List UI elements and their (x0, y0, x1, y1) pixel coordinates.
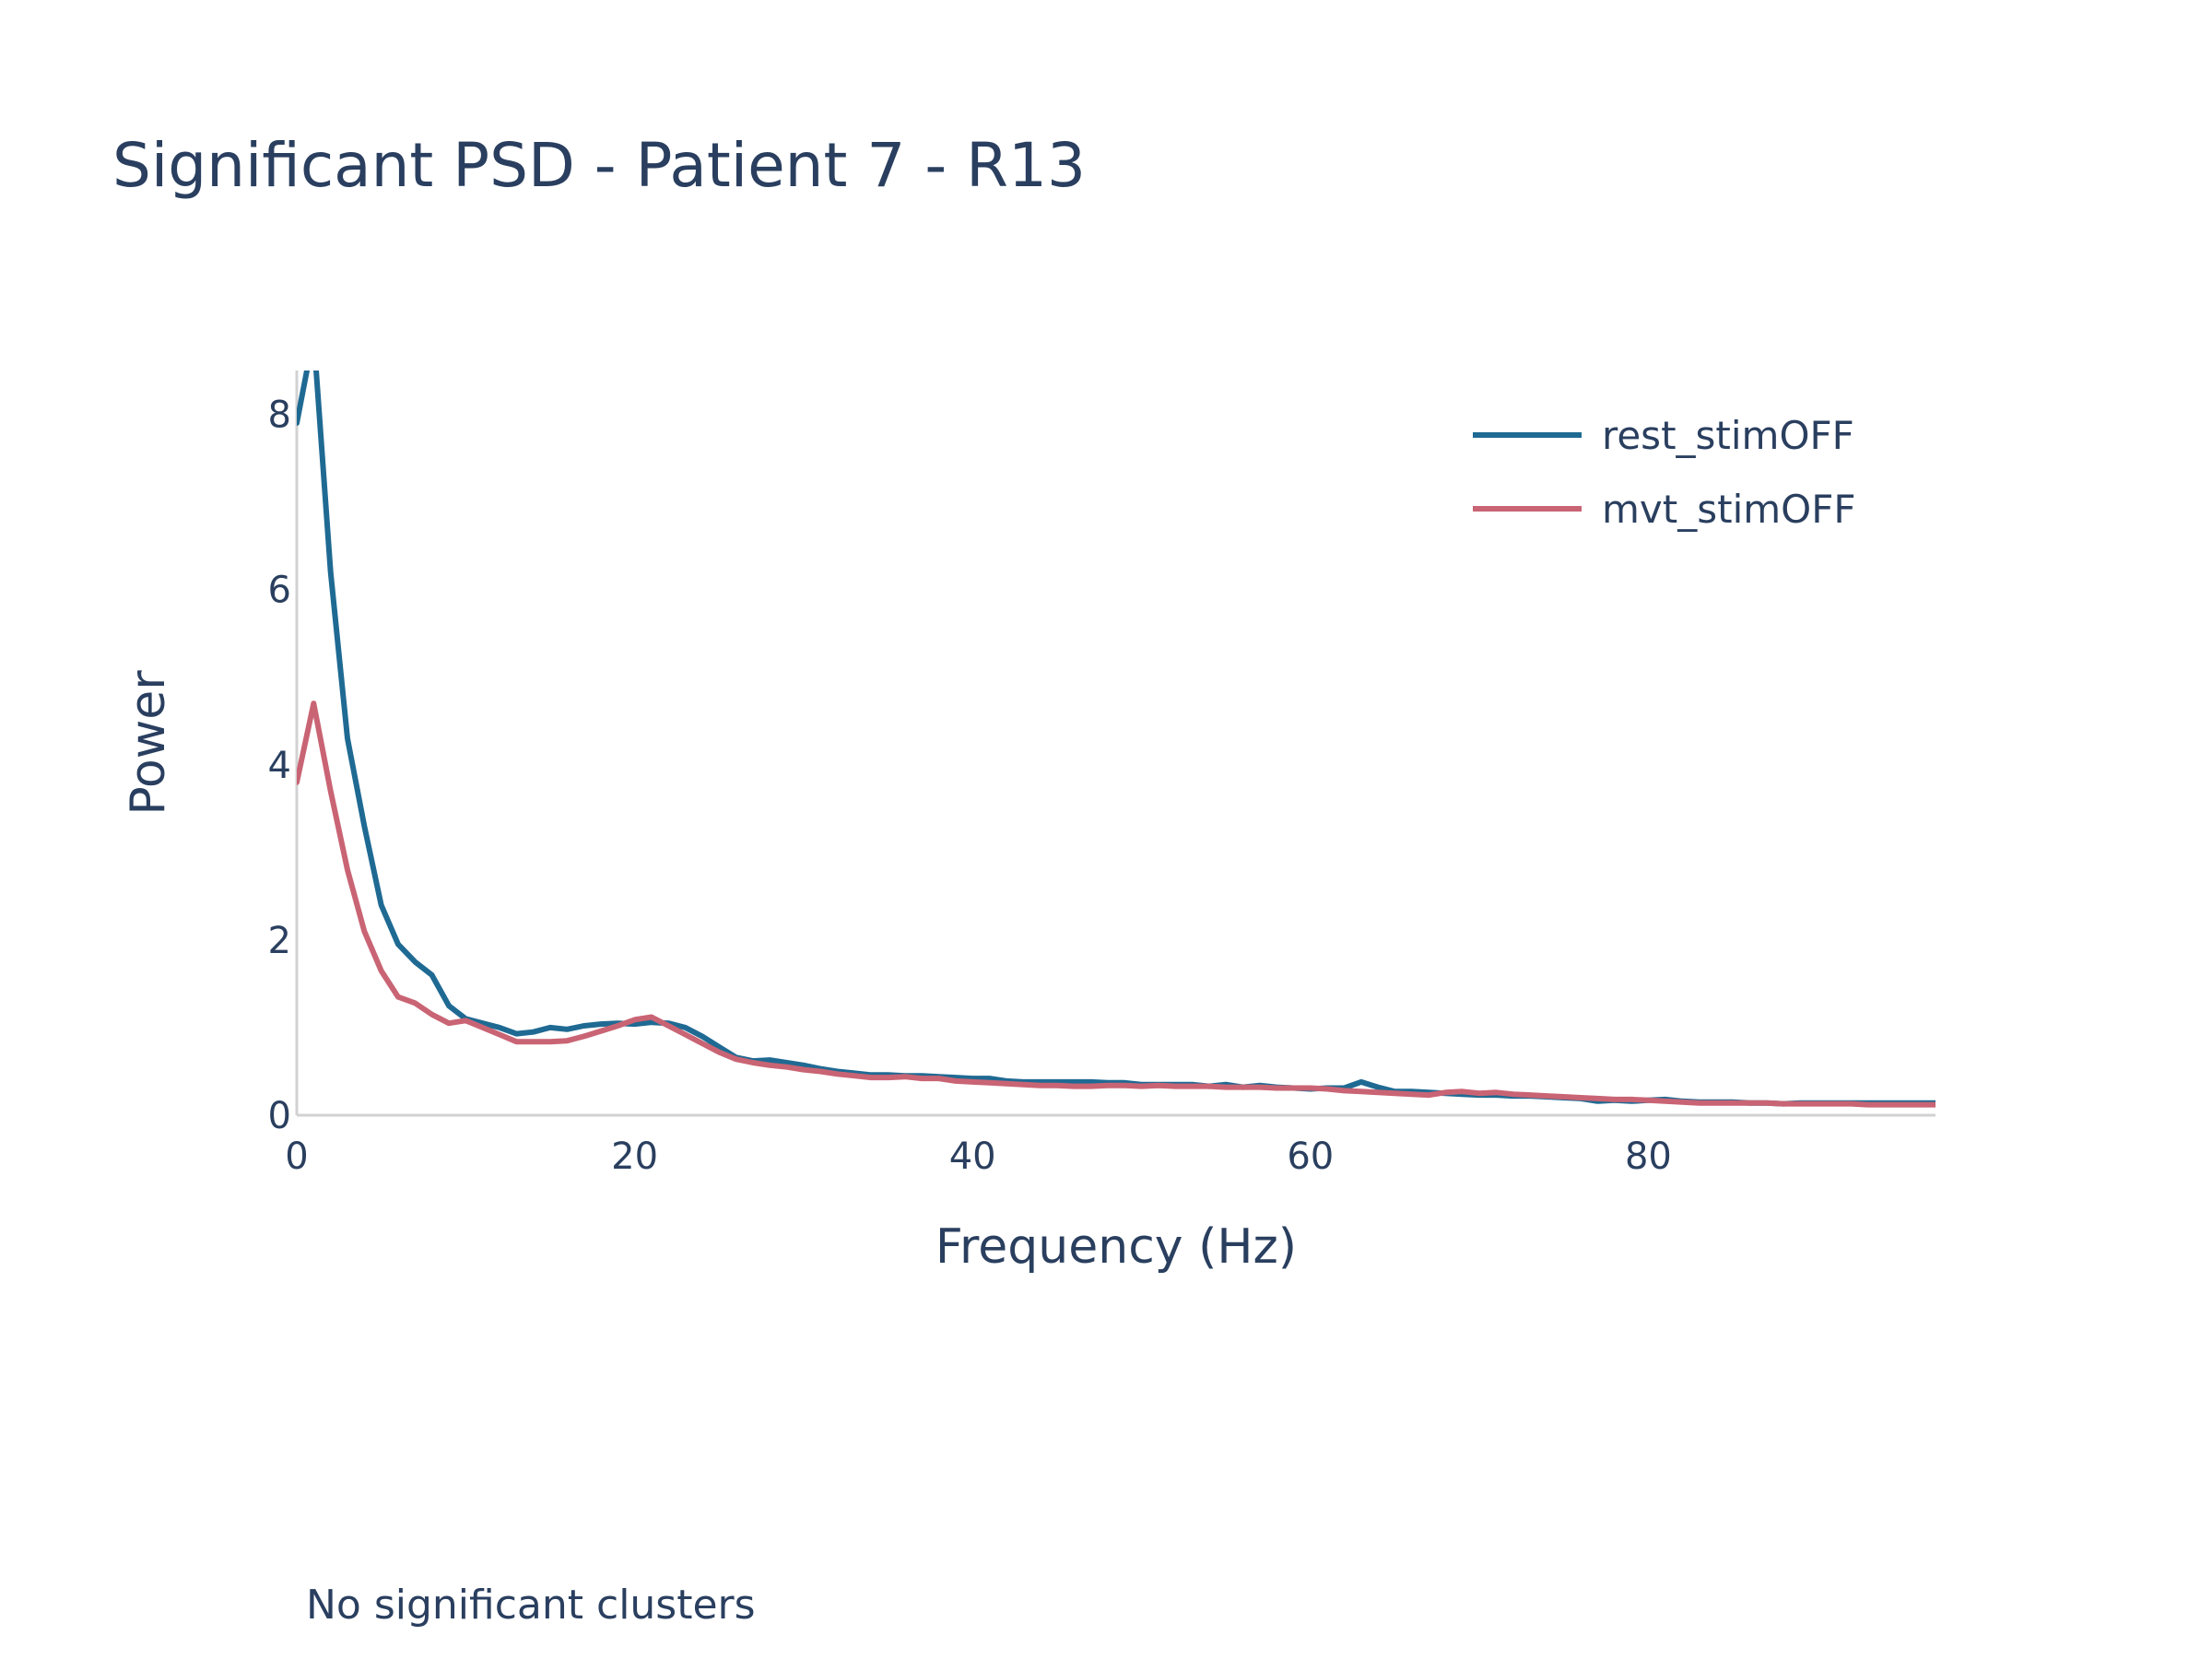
legend-label: mvt_stimOFF (1602, 487, 1856, 532)
y-axis-title: Power (121, 670, 176, 816)
y-axis-ticks: 0 2 4 6 8 (268, 394, 291, 1137)
legend: rest_stimOFF mvt_stimOFF (1473, 413, 1856, 532)
legend-label: rest_stimOFF (1602, 413, 1854, 458)
x-tick-label: 80 (1625, 1135, 1672, 1178)
y-tick-label: 8 (268, 394, 291, 437)
x-tick-label: 40 (949, 1135, 996, 1178)
series-line-mvt-stimoff (297, 700, 1936, 1108)
chart-title: Significant PSD - Patient 7 - R13 (112, 130, 1086, 201)
legend-item-rest-stimoff[interactable]: rest_stimOFF (1473, 413, 1854, 458)
no-clusters-annotation: No significant clusters (306, 1582, 756, 1629)
legend-item-mvt-stimoff[interactable]: mvt_stimOFF (1473, 487, 1856, 532)
plot-area: 0 20 40 60 80 0 2 4 6 8 (268, 371, 1936, 1178)
y-tick-label: 0 (268, 1095, 291, 1137)
x-axis-title: Frequency (Hz) (935, 1219, 1297, 1275)
series-lines (297, 371, 1936, 1108)
y-tick-label: 4 (268, 745, 291, 787)
x-tick-label: 20 (611, 1135, 658, 1178)
y-tick-label: 6 (268, 570, 291, 612)
x-tick-label: 60 (1287, 1135, 1334, 1178)
y-tick-label: 2 (268, 920, 291, 962)
x-tick-label: 0 (285, 1135, 308, 1178)
x-axis-ticks: 0 20 40 60 80 (285, 1135, 1672, 1178)
